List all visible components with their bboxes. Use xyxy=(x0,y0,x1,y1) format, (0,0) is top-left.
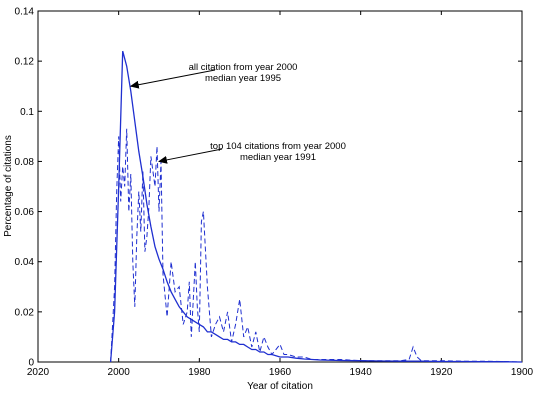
y-tick-label: 0 xyxy=(28,358,34,369)
annotation-text: top 104 citations from year 2000 xyxy=(210,141,346,152)
x-tick-label: 1940 xyxy=(350,367,373,378)
y-tick-label: 0.08 xyxy=(15,157,35,168)
annotation-arrow xyxy=(158,148,223,164)
y-tick-label: 0.14 xyxy=(15,7,35,18)
x-tick-label: 1920 xyxy=(430,367,453,378)
y-tick-label: 0.12 xyxy=(15,57,35,68)
y-tick-label: 0.02 xyxy=(15,307,35,318)
annotation-arrow xyxy=(129,69,216,89)
y-axis-label: Percentage of citations xyxy=(3,135,14,237)
axis-ticks: 2020 2000 1980 1960 1940 1920 1900 0 0.02 0.04 0.0… xyxy=(15,7,534,379)
x-tick-label: 2020 xyxy=(27,367,50,378)
x-tick-label: 1900 xyxy=(511,367,534,378)
annotation-text: median year 1995 xyxy=(205,73,281,84)
y-tick-label: 0.06 xyxy=(15,207,35,218)
annotation-text: median year 1991 xyxy=(240,152,316,163)
x-tick-label: 1980 xyxy=(188,367,211,378)
x-axis-label: Year of citation xyxy=(247,381,313,392)
x-tick-label: 2000 xyxy=(108,367,131,378)
y-tick-label: 0.04 xyxy=(15,257,35,268)
y-tick-label: 0.1 xyxy=(20,107,34,118)
annotation-text: all citation from year 2000 xyxy=(189,62,298,73)
series-line-top-citations xyxy=(110,128,523,363)
series-lines xyxy=(109,50,523,363)
x-tick-label: 1960 xyxy=(269,367,292,378)
